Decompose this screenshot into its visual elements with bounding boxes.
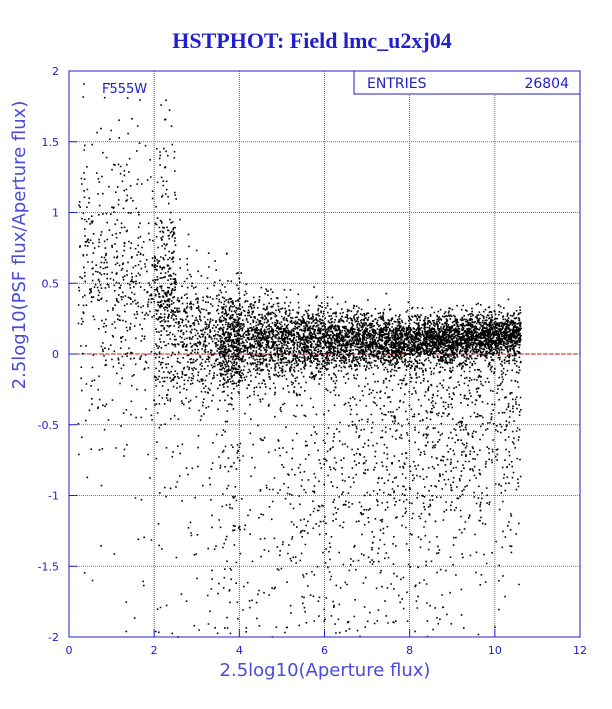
y-tick-labels: 2 1.5 1 0.5 0 -0.5 -1 -1.5 -2 xyxy=(38,65,77,644)
x-tick-label: 8 xyxy=(406,644,413,657)
chart-title: HSTPHOT: Field lmc_u2xj04 xyxy=(172,28,451,53)
entries-value: 26804 xyxy=(524,76,569,92)
y-tick-label: 0 xyxy=(52,348,59,361)
x-tick-label: 10 xyxy=(488,644,502,657)
x-tick-label: 12 xyxy=(573,644,587,657)
x-tick-label: 0 xyxy=(66,644,73,657)
x-tick-label: 4 xyxy=(236,644,243,657)
x-tick-label: 2 xyxy=(151,644,158,657)
filter-annotation: F555W xyxy=(102,82,147,97)
y-tick-label: -0.5 xyxy=(38,419,59,432)
y-axis-label: 2.5log10(PSF flux/Aperture flux) xyxy=(9,101,30,390)
x-axis-label: 2.5log10(Aperture flux) xyxy=(220,660,431,681)
y-tick-label: 0.5 xyxy=(42,277,60,290)
scatter-point-cloud xyxy=(77,83,522,638)
scatter-points xyxy=(77,83,522,638)
x-tick-label: 6 xyxy=(321,644,328,657)
y-tick-label: 1 xyxy=(52,207,59,220)
y-tick-label: -1 xyxy=(48,490,59,503)
stats-box: ENTRIES 26804 xyxy=(353,70,581,95)
y-tick-label: -2 xyxy=(48,631,59,644)
stats-box-frame xyxy=(353,70,581,95)
y-tick-label: 1.5 xyxy=(42,136,60,149)
x-tick-labels: 0 2 4 6 8 10 12 xyxy=(66,629,587,657)
y-tick-label: -1.5 xyxy=(38,560,59,573)
entries-label: ENTRIES xyxy=(367,76,427,92)
y-tick-label: 2 xyxy=(52,65,59,78)
